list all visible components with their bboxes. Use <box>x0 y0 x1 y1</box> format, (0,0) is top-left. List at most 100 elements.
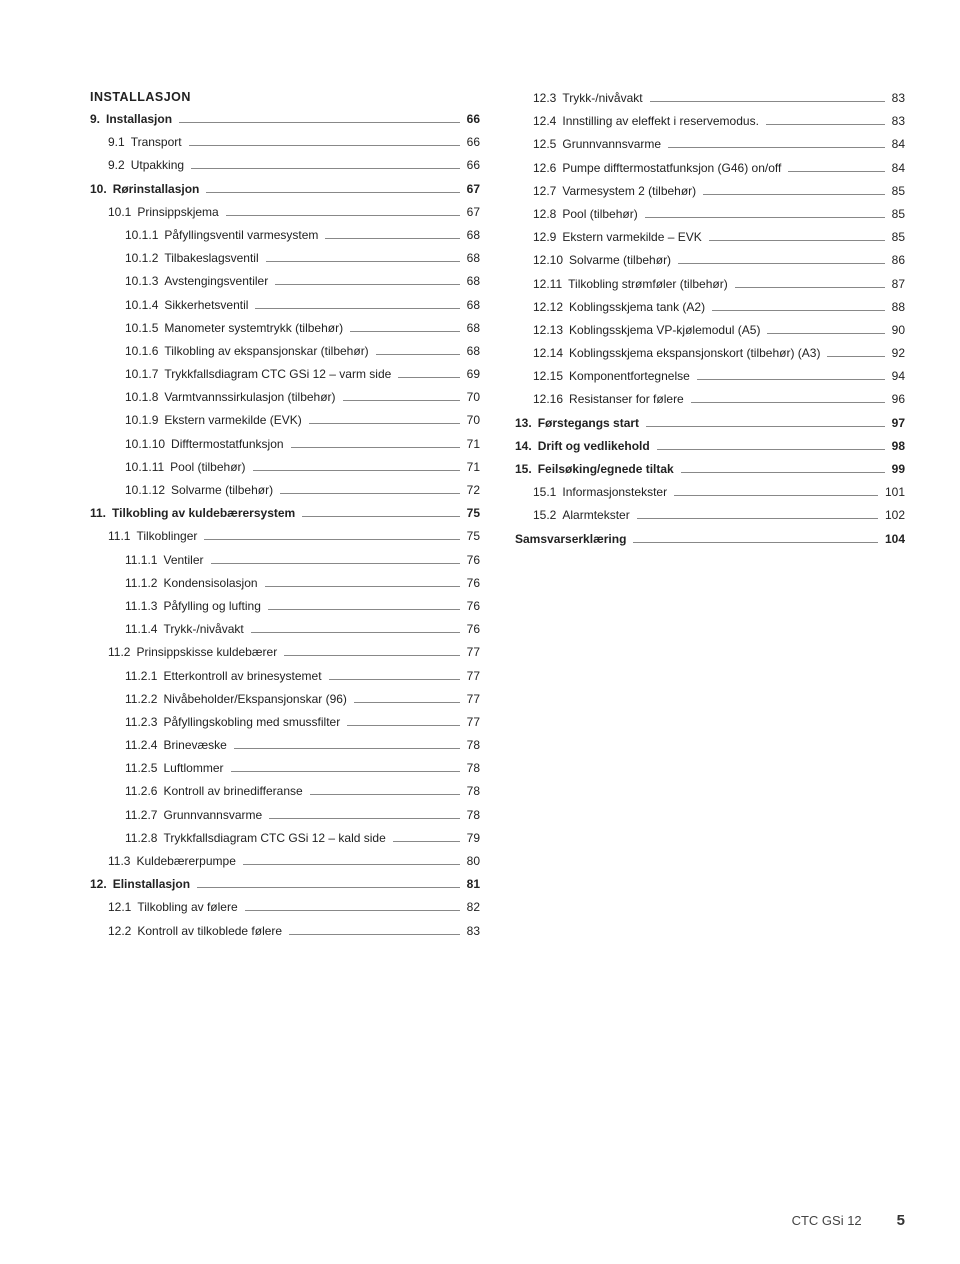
toc-entry-number: 12.13 <box>533 322 569 338</box>
toc-leader-line <box>350 331 460 332</box>
toc-entry: 11.2.2Nivåbeholder/Ekspansjonskar (96)77 <box>90 691 480 707</box>
toc-entry-label: Tilkobling av følere <box>137 899 241 915</box>
toc-leader-line <box>204 539 459 540</box>
toc-entry-number: 12.14 <box>533 345 569 361</box>
toc-column-right: 12.3Trykk-/nivåvakt8312.4Innstilling av … <box>515 90 905 946</box>
toc-entry: 12.10Solvarme (tilbehør)86 <box>515 252 905 268</box>
toc-entry-page: 78 <box>463 807 480 823</box>
toc-entry-number: 12.16 <box>533 391 569 407</box>
toc-entry-label: Kontroll av brinedifferanse <box>163 783 306 799</box>
toc-entry-label: Tilkobling av ekspansjonskar (tilbehør) <box>164 343 372 359</box>
toc-entry-page: 85 <box>888 183 905 199</box>
toc-entry-number: 12.15 <box>533 368 569 384</box>
toc-entry-number: 10.1.7 <box>125 366 164 382</box>
toc-entry-label: Ekstern varmekilde – EVK <box>562 229 705 245</box>
toc-leader-line <box>226 215 460 216</box>
toc-entry-page: 92 <box>888 345 905 361</box>
toc-leader-line <box>189 145 460 146</box>
toc-entry-number: 12.6 <box>533 160 562 176</box>
toc-leader-line <box>650 101 885 102</box>
toc-entry-label: Prinsippskjema <box>137 204 222 220</box>
toc-entry: 13.Førstegangs start97 <box>515 415 905 431</box>
toc-entry: 12.Elinstallasjon81 <box>90 876 480 892</box>
toc-entry-number: 11.2.8 <box>125 830 163 846</box>
toc-entry-number: 10.1.10 <box>125 436 171 452</box>
toc-leader-line <box>712 310 885 311</box>
toc-entry-label: Påfyllingskobling med smussfilter <box>163 714 344 730</box>
toc-entry-page: 79 <box>463 830 480 846</box>
toc-entry-page: 77 <box>463 691 480 707</box>
toc-entry-page: 83 <box>888 113 905 129</box>
toc-leader-line <box>275 284 459 285</box>
toc-entry-label: Varmesystem 2 (tilbehør) <box>562 183 700 199</box>
toc-entry-number: 11.1.1 <box>125 552 163 568</box>
toc-entry-label: Tilkobling strømføler (tilbehør) <box>568 276 732 292</box>
toc-leader-line <box>269 818 459 819</box>
toc-entry-page: 84 <box>888 160 905 176</box>
toc-leader-line <box>633 542 878 543</box>
toc-entry-number: 11.2.3 <box>125 714 163 730</box>
toc-leader-line <box>179 122 460 123</box>
toc-leader-line <box>766 124 885 125</box>
toc-entry: 12.6Pumpe difftermostatfunksjon (G46) on… <box>515 160 905 176</box>
page-footer: CTC GSi 12 5 <box>792 1212 905 1229</box>
toc-entry-page: 70 <box>463 389 480 405</box>
toc-entry-label: Samsvarserklæring <box>515 531 630 547</box>
toc-leader-line <box>354 702 460 703</box>
toc-entry-page: 66 <box>463 134 480 150</box>
toc-leader-line <box>251 632 460 633</box>
toc-entry-page: 71 <box>463 459 480 475</box>
toc-entry-number: 11.2.1 <box>125 668 163 684</box>
toc-entry-page: 101 <box>881 484 905 500</box>
toc-entry-page: 87 <box>888 276 905 292</box>
toc-entry-page: 81 <box>463 876 480 892</box>
toc-entry-number: 10.1.3 <box>125 273 164 289</box>
toc-entry-label: Luftlommer <box>163 760 227 776</box>
toc-entry-page: 68 <box>463 273 480 289</box>
toc-leader-line <box>646 426 885 427</box>
toc-entry: 11.1Tilkoblinger75 <box>90 528 480 544</box>
toc-entry-label: Komponentfortegnelse <box>569 368 694 384</box>
toc-entry: 10.1.3Avstengingsventiler68 <box>90 273 480 289</box>
toc-leader-line <box>645 217 885 218</box>
toc-column-left: INSTALLASJON9.Installasjon669.1Transport… <box>90 90 480 946</box>
toc-entry-label: Resistanser for følere <box>569 391 688 407</box>
toc-leader-line <box>735 287 885 288</box>
toc-leader-line <box>703 194 884 195</box>
toc-entry-page: 69 <box>463 366 480 382</box>
toc-entry-number: 10.1.1 <box>125 227 164 243</box>
toc-entry-number: 10. <box>90 181 113 197</box>
toc-entry: 11.2.7Grunnvannsvarme78 <box>90 807 480 823</box>
toc-entry: 10.1.6Tilkobling av ekspansjonskar (tilb… <box>90 343 480 359</box>
toc-entry: 11.1.3Påfylling og lufting76 <box>90 598 480 614</box>
toc-entry-page: 68 <box>463 250 480 266</box>
toc-leader-line <box>398 377 459 378</box>
toc-leader-line <box>347 725 459 726</box>
toc-entry-page: 66 <box>463 111 480 127</box>
toc-entry-number: 11.1.4 <box>125 621 163 637</box>
toc-entry-label: Kondensisolasjon <box>163 575 261 591</box>
toc-entry-page: 78 <box>463 760 480 776</box>
toc-entry-page: 76 <box>463 552 480 568</box>
toc-entry-label: Trykkfallsdiagram CTC GSi 12 – varm side <box>164 366 395 382</box>
toc-entry-label: Manometer systemtrykk (tilbehør) <box>164 320 347 336</box>
toc-entry-number: 11.2.2 <box>125 691 163 707</box>
toc-entry-page: 68 <box>463 343 480 359</box>
toc-entry: 11.2.1Etterkontroll av brinesystemet77 <box>90 668 480 684</box>
toc-leader-line <box>767 333 884 334</box>
toc-entry: 11.2.6Kontroll av brinedifferanse78 <box>90 783 480 799</box>
toc-entry-page: 84 <box>888 136 905 152</box>
toc-entry-page: 68 <box>463 227 480 243</box>
toc-entry: 12.14Koblingsskjema ekspansjonskort (til… <box>515 345 905 361</box>
toc-leader-line <box>709 240 885 241</box>
toc-entry-label: Informasjonstekster <box>562 484 671 500</box>
toc-entry: 11.1.1Ventiler 76 <box>90 552 480 568</box>
toc-entry-number: 12. <box>90 876 113 892</box>
toc-entry-page: 70 <box>463 412 480 428</box>
toc-entry: 11.3Kuldebærerpumpe80 <box>90 853 480 869</box>
toc-leader-line <box>329 679 460 680</box>
toc-entry-label: Koblingsskjema tank (A2) <box>569 299 709 315</box>
toc-entry-label: Ventiler <box>163 552 207 568</box>
toc-entry-number: 10.1.9 <box>125 412 164 428</box>
toc-entry-label: Pool (tilbehør) <box>170 459 249 475</box>
